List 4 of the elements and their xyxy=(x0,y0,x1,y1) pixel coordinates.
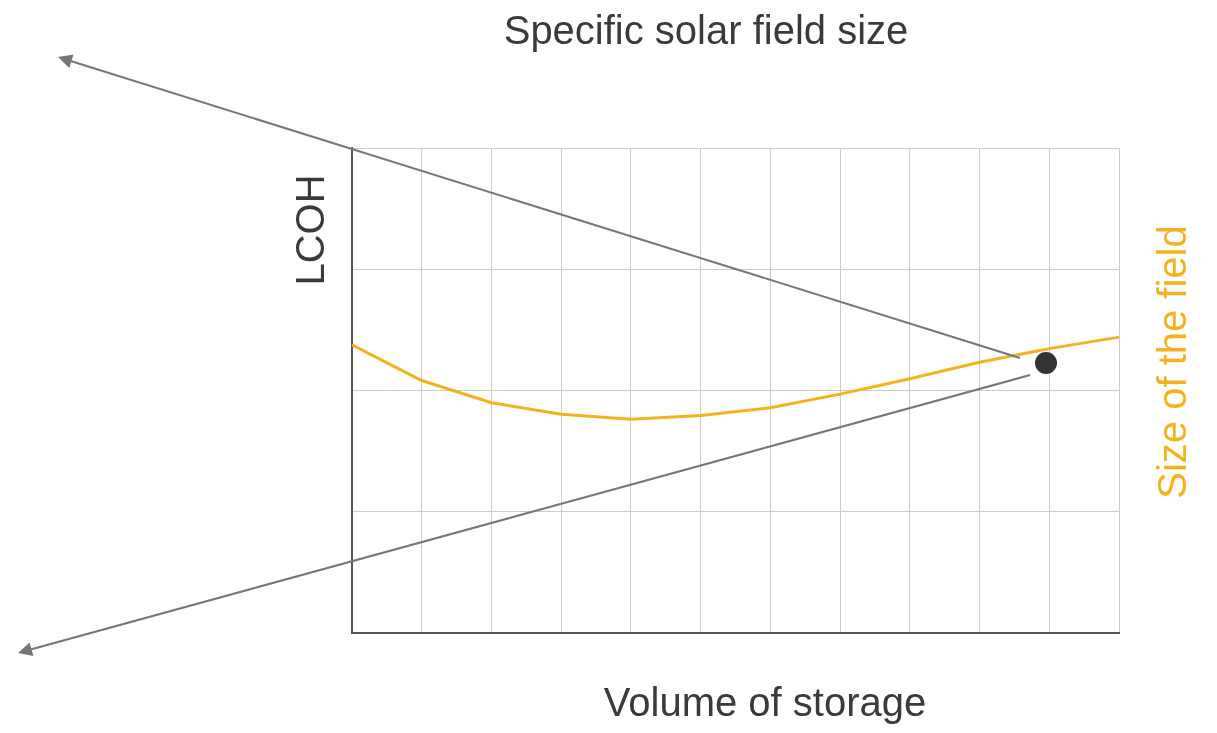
x-axis-title: Volume of storage xyxy=(603,680,927,725)
y2-axis-title: Size of the field xyxy=(1149,225,1195,499)
chart-title: Specific solar field size xyxy=(503,8,909,53)
y-axis-title: LCOH xyxy=(287,174,333,286)
